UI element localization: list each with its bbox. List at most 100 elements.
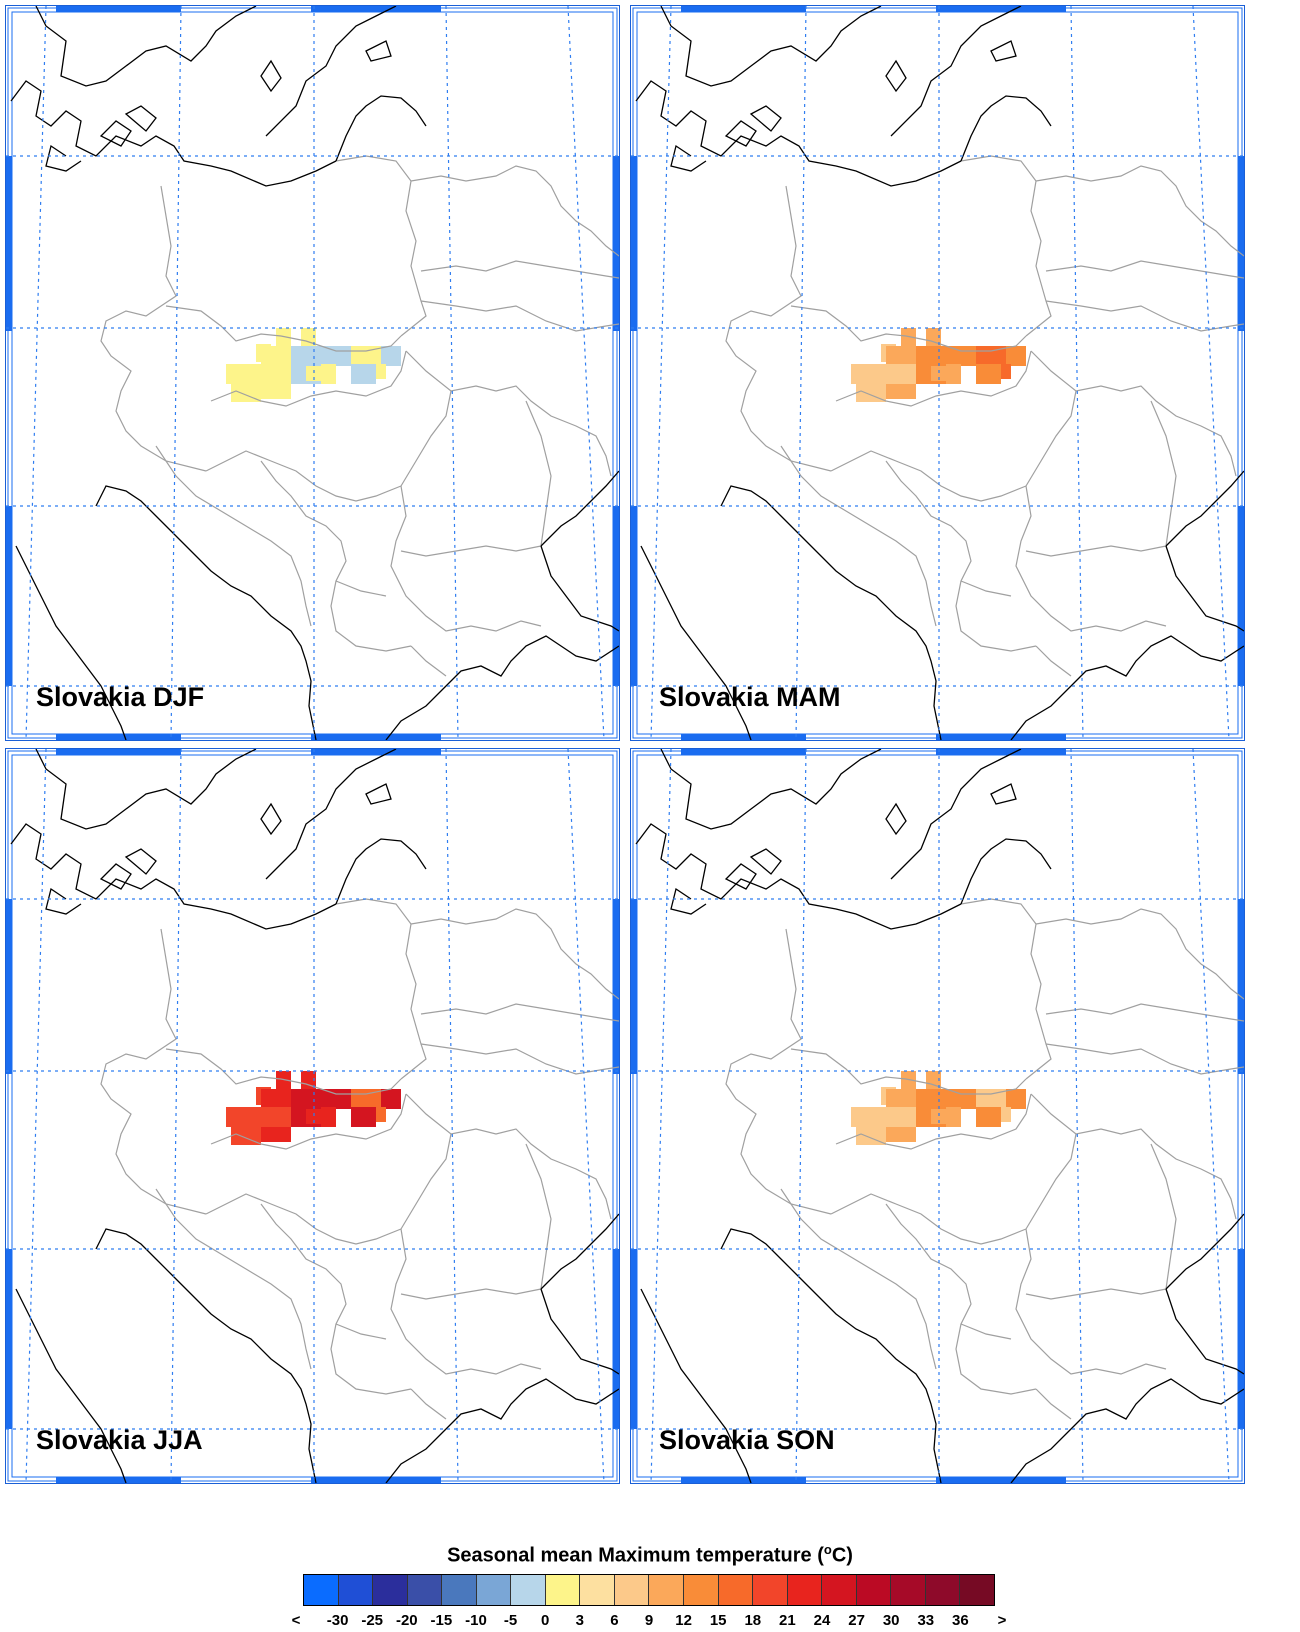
country-border xyxy=(1030,350,1237,477)
colorbar-swatch xyxy=(960,1575,994,1605)
frame-tick-bar xyxy=(613,1249,619,1429)
data-cell xyxy=(886,346,916,366)
graticule-line xyxy=(1192,749,1230,1483)
frame-tick-bar xyxy=(1238,506,1244,686)
colorbar-swatch xyxy=(856,1575,892,1605)
colorbar-tick-label: -20 xyxy=(395,1612,418,1629)
colorbar-tick-label: -30 xyxy=(326,1612,349,1629)
coastline xyxy=(885,802,907,836)
colorbar-tick-label: 6 xyxy=(610,1612,619,1629)
coastline xyxy=(670,144,707,172)
country-border xyxy=(1025,1133,1077,1230)
coastline xyxy=(10,823,337,930)
country-border xyxy=(1045,1043,1244,1075)
country-border xyxy=(410,1388,447,1420)
coastline xyxy=(365,783,392,805)
country-border xyxy=(885,460,1037,652)
country-border xyxy=(960,898,1052,1080)
country-border xyxy=(390,485,542,632)
frame-tick-bar xyxy=(936,749,1066,755)
coastline xyxy=(95,485,317,740)
data-cell xyxy=(261,1089,291,1109)
country-border xyxy=(205,1193,402,1245)
coastline xyxy=(1165,470,1244,547)
graticule-line xyxy=(25,6,47,740)
coastline xyxy=(385,1378,619,1483)
country-border xyxy=(835,1093,1032,1150)
data-cell xyxy=(381,1089,401,1109)
country-border xyxy=(335,155,427,337)
coastline xyxy=(660,749,882,830)
country-border xyxy=(525,400,552,547)
colorbar-swatch xyxy=(511,1575,546,1605)
frame-tick-bar xyxy=(311,749,441,755)
country-border xyxy=(830,1193,1027,1245)
country-border xyxy=(210,350,407,407)
frame-tick-bar xyxy=(311,1477,441,1483)
graticule-line xyxy=(567,6,605,740)
data-cell xyxy=(261,1127,291,1142)
data-cell xyxy=(321,1089,351,1109)
colorbar-tick-label: 24 xyxy=(813,1612,831,1629)
country-border xyxy=(400,1133,452,1230)
data-cell xyxy=(226,1107,261,1127)
map-svg-mam xyxy=(631,6,1244,740)
country-border xyxy=(335,898,427,1080)
colorbar-swatch xyxy=(304,1575,339,1605)
colorbar-swatch xyxy=(753,1575,788,1605)
data-cell xyxy=(226,364,261,384)
graticule-line xyxy=(170,749,182,1483)
coastline xyxy=(95,1228,317,1483)
data-cell xyxy=(1001,364,1011,379)
colorbar-swatch xyxy=(476,1575,512,1605)
country-border xyxy=(1150,400,1177,547)
frame-tick-bar xyxy=(613,156,619,331)
graticule-line xyxy=(170,6,182,740)
coastline xyxy=(124,848,157,875)
data-cell xyxy=(976,364,1001,384)
coastline xyxy=(640,545,752,740)
data-cell xyxy=(381,346,401,366)
data-cell xyxy=(351,364,376,384)
country-border xyxy=(205,450,402,502)
colorbar-tick-label: 3 xyxy=(575,1612,584,1629)
colorbar-ticks: < -30 -25 -20 -15 -10 -5 0 3 6 9 12 15 18 21 24 27 30 33 36… xyxy=(0,1612,1300,1632)
data-cell xyxy=(1006,346,1026,366)
country-border xyxy=(1035,645,1072,677)
frame-tick-bar xyxy=(681,749,806,755)
country-border xyxy=(410,908,619,1000)
frame-tick-bar xyxy=(1238,899,1244,1074)
country-border xyxy=(1015,1228,1167,1375)
graticule-line xyxy=(795,749,807,1483)
frame-tick-bar xyxy=(56,734,181,740)
country-border xyxy=(165,1048,402,1095)
coastline xyxy=(660,6,882,87)
country-border xyxy=(410,165,619,257)
coastline xyxy=(724,863,757,890)
graticule-line xyxy=(650,749,672,1483)
coastline xyxy=(720,485,942,740)
colorbar xyxy=(303,1574,995,1606)
map-svg-djf xyxy=(6,6,619,740)
coastline xyxy=(15,545,127,740)
colorbar-swatch xyxy=(338,1575,374,1605)
frame-tick-bar xyxy=(681,6,806,12)
panel-title-son: Slovakia SON xyxy=(659,1425,835,1455)
frame-tick-bar xyxy=(936,1477,1066,1483)
frame-tick-bar xyxy=(56,749,181,755)
country-border xyxy=(400,545,542,557)
country-border xyxy=(405,1093,612,1220)
data-cell xyxy=(976,1107,1001,1127)
graticule-line xyxy=(25,749,47,1483)
data-cell xyxy=(946,1107,961,1127)
frame-tick-bar xyxy=(6,506,12,686)
data-cell xyxy=(261,364,291,384)
colorbar-tick-label: -15 xyxy=(430,1612,453,1629)
frame-tick-bar xyxy=(936,734,1066,740)
data-cell xyxy=(291,1089,321,1109)
colorbar-tick-label: > xyxy=(997,1612,1007,1629)
data-cell xyxy=(931,366,946,381)
country-border xyxy=(1045,1003,1244,1022)
map-svg-son xyxy=(631,749,1244,1483)
frame-tick-bar xyxy=(613,899,619,1074)
